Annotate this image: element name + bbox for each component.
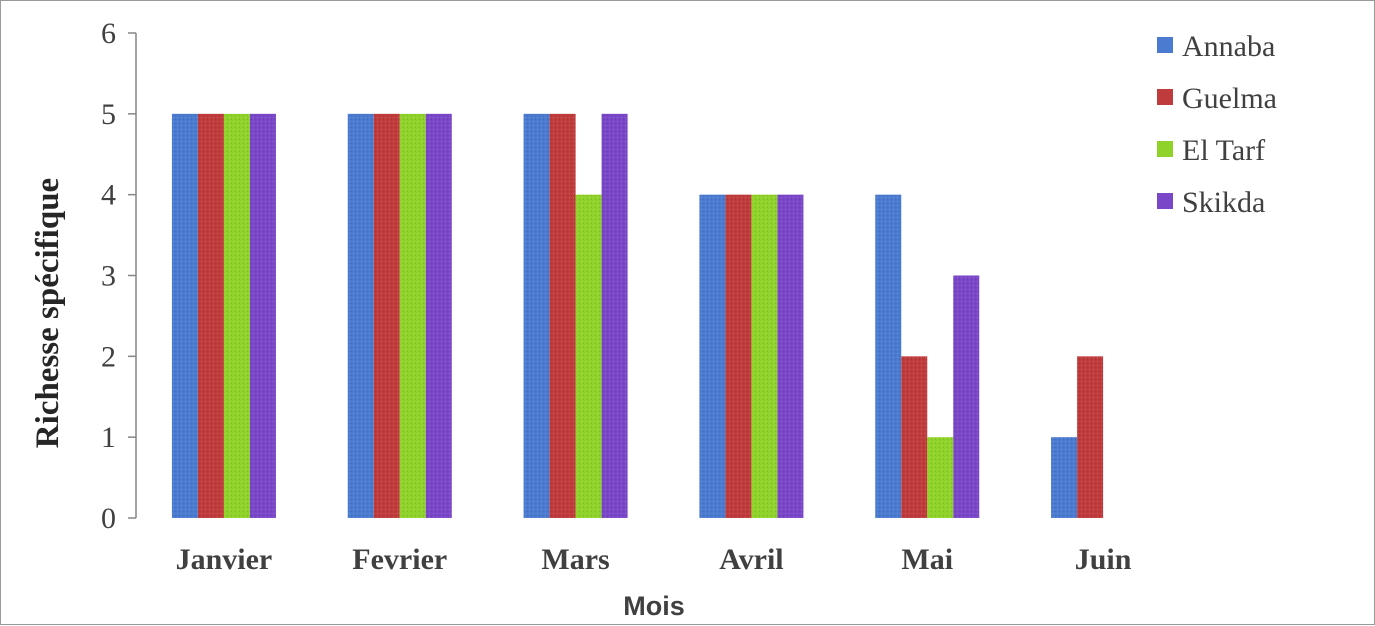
legend-label: Skikda [1182, 186, 1265, 219]
y-tick-label: 4 [101, 179, 116, 212]
bar-texture [347, 113, 374, 518]
x-tick-label: Mars [541, 543, 609, 576]
legend-label: Annaba [1182, 30, 1275, 63]
bar-texture [249, 113, 276, 518]
bar-texture [399, 113, 426, 518]
bar-texture [549, 113, 576, 518]
bar-texture [953, 275, 980, 518]
bar-texture [901, 356, 928, 518]
axes: 0 1 2 3 4 5 6 Janvier Fevrier Mars Avril Mai Juin [101, 17, 1132, 576]
legend-swatch [1157, 141, 1173, 157]
x-tick-label: Avril [719, 543, 783, 576]
bars [171, 113, 1104, 518]
bar-texture [197, 113, 224, 518]
bar-texture [223, 113, 250, 518]
legend-swatch [1157, 37, 1173, 53]
axis-labels: Richesse spécifique Mois [30, 178, 685, 621]
x-tick-label: Janvier [176, 543, 273, 576]
bar-texture [1051, 437, 1078, 518]
legend-swatch [1157, 193, 1173, 209]
bar-texture [699, 194, 726, 518]
y-tick-label: 2 [101, 340, 116, 373]
x-tick-label: Mai [901, 543, 953, 576]
bar-texture [1077, 356, 1104, 518]
x-tick-label: Juin [1075, 543, 1132, 576]
bar-texture [601, 113, 628, 518]
bar-texture [425, 113, 452, 518]
y-tick-label: 6 [101, 17, 116, 50]
legend: Annaba Guelma El Tarf Skikda [1157, 30, 1277, 219]
bar-texture [523, 113, 550, 518]
bar-texture [171, 113, 198, 518]
x-tick-label: Fevrier [352, 543, 447, 576]
bar-texture [575, 194, 602, 518]
y-axis-label: Richesse spécifique [30, 178, 66, 448]
bar-texture [751, 194, 778, 518]
bar-texture [777, 194, 804, 518]
legend-label: El Tarf [1182, 134, 1265, 167]
x-axis-label: Mois [623, 591, 685, 621]
y-tick-label: 0 [101, 502, 116, 535]
y-tick-label: 3 [101, 260, 116, 293]
bar-texture [725, 194, 752, 518]
bar-texture [373, 113, 400, 518]
bar-texture [875, 194, 902, 518]
legend-label: Guelma [1182, 82, 1277, 115]
bar-texture [927, 437, 954, 518]
y-tick-label: 1 [101, 421, 116, 454]
legend-swatch [1157, 89, 1173, 105]
y-tick-label: 5 [101, 98, 116, 131]
